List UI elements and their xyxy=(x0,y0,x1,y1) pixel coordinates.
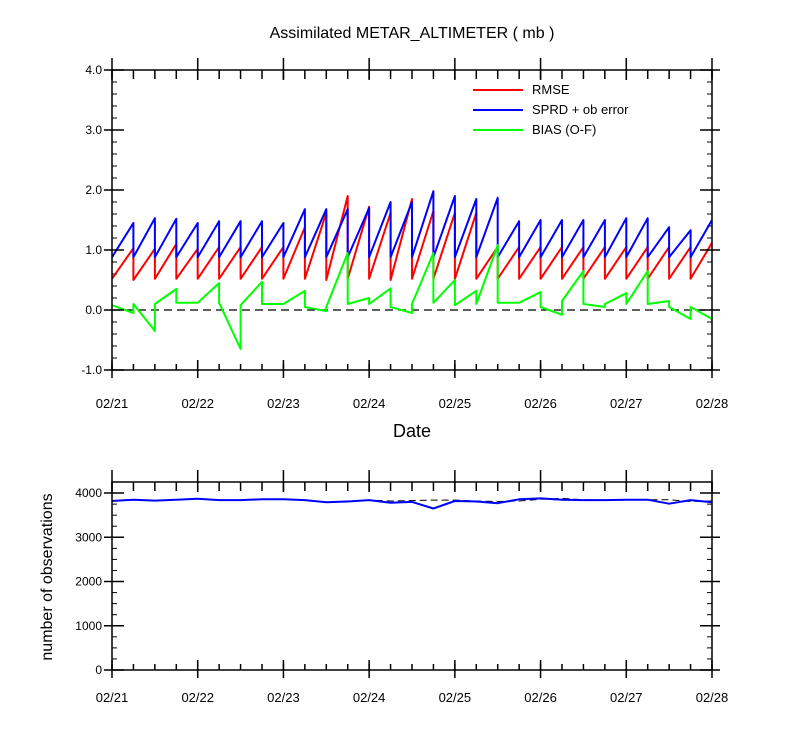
chart-title: Assimilated METAR_ALTIMETER ( mb ) xyxy=(270,25,555,42)
legend-label-bias-o-f: BIAS (O-F) xyxy=(532,122,596,137)
x-tick-label-02-22: 02/22 xyxy=(181,396,214,411)
x-tick-label-02-28: 02/28 xyxy=(696,690,729,705)
top-chart: Assimilated METAR_ALTIMETER ( mb ) 02/21… xyxy=(81,25,728,441)
bottom-chart-x-ticks: 02/21 02/22 02/23 02/24 02/25 02/26 02/27 02/28 xyxy=(96,470,729,705)
y-tick-label-4-0: 4.0 xyxy=(85,63,102,77)
bottom-chart-minor-ticks xyxy=(111,481,713,671)
y-tick-label-3000: 3000 xyxy=(75,530,102,544)
x-tick-label-02-25: 02/25 xyxy=(439,690,472,705)
bottom-chart-series xyxy=(111,497,713,510)
y-tick-label-0: 0 xyxy=(95,663,102,677)
x-tick-label-02-24: 02/24 xyxy=(353,396,386,411)
bottom-chart-y-ticks: 0 1000 2000 3000 4000 xyxy=(75,486,720,677)
legend-label-sprd-ob-error: SPRD + ob error xyxy=(532,102,629,117)
series-line-sprd-ob-error xyxy=(111,190,713,259)
x-tick-label-02-23: 02/23 xyxy=(267,690,300,705)
x-tick-label-02-25: 02/25 xyxy=(439,396,472,411)
x-tick-label-02-26: 02/26 xyxy=(524,396,557,411)
x-tick-label-02-22: 02/22 xyxy=(181,690,214,705)
x-tick-label-02-21: 02/21 xyxy=(96,690,129,705)
x-tick-label-02-28: 02/28 xyxy=(696,396,729,411)
x-tick-label-02-27: 02/27 xyxy=(610,396,643,411)
x-tick-label-02-24: 02/24 xyxy=(353,690,386,705)
top-chart-y-ticks: -1.0 0.0 1.0 2.0 3.0 4.0 xyxy=(81,63,720,377)
top-chart-series xyxy=(111,190,713,350)
top-chart-x-ticks: 02/21 02/22 02/23 02/24 02/25 02/26 02/27 02/28 xyxy=(96,58,729,411)
bottom-chart-plot-frame xyxy=(111,481,713,671)
series-line-bias-o-f xyxy=(111,244,713,350)
y-tick-label-1000: 1000 xyxy=(75,619,102,633)
bottom-chart: 02/21 02/22 02/23 02/24 02/25 02/26 02/27 02/28… xyxy=(39,470,728,705)
x-axis-label: Date xyxy=(393,421,431,441)
y-axis-label: number of observations xyxy=(39,493,56,660)
x-tick-label-02-23: 02/23 xyxy=(267,396,300,411)
top-chart-plot-frame xyxy=(111,69,713,371)
series-line-observations xyxy=(111,497,713,510)
y-tick-label-1-0: 1.0 xyxy=(85,243,102,257)
x-tick-label-02-21: 02/21 xyxy=(96,396,129,411)
y-tick-label-2-0: 2.0 xyxy=(85,183,102,197)
legend: RMSE SPRD + ob error BIAS (O-F) xyxy=(473,82,629,137)
x-tick-label-02-27: 02/27 xyxy=(610,690,643,705)
y-tick-label-4000: 4000 xyxy=(75,486,102,500)
y-tick-label-2000: 2000 xyxy=(75,575,102,589)
y-tick-label-0-0: 0.0 xyxy=(85,303,102,317)
legend-label-rmse: RMSE xyxy=(532,82,570,97)
y-tick-label-1-0: -1.0 xyxy=(81,363,102,377)
x-tick-label-02-26: 02/26 xyxy=(524,690,557,705)
y-tick-label-3-0: 3.0 xyxy=(85,123,102,137)
